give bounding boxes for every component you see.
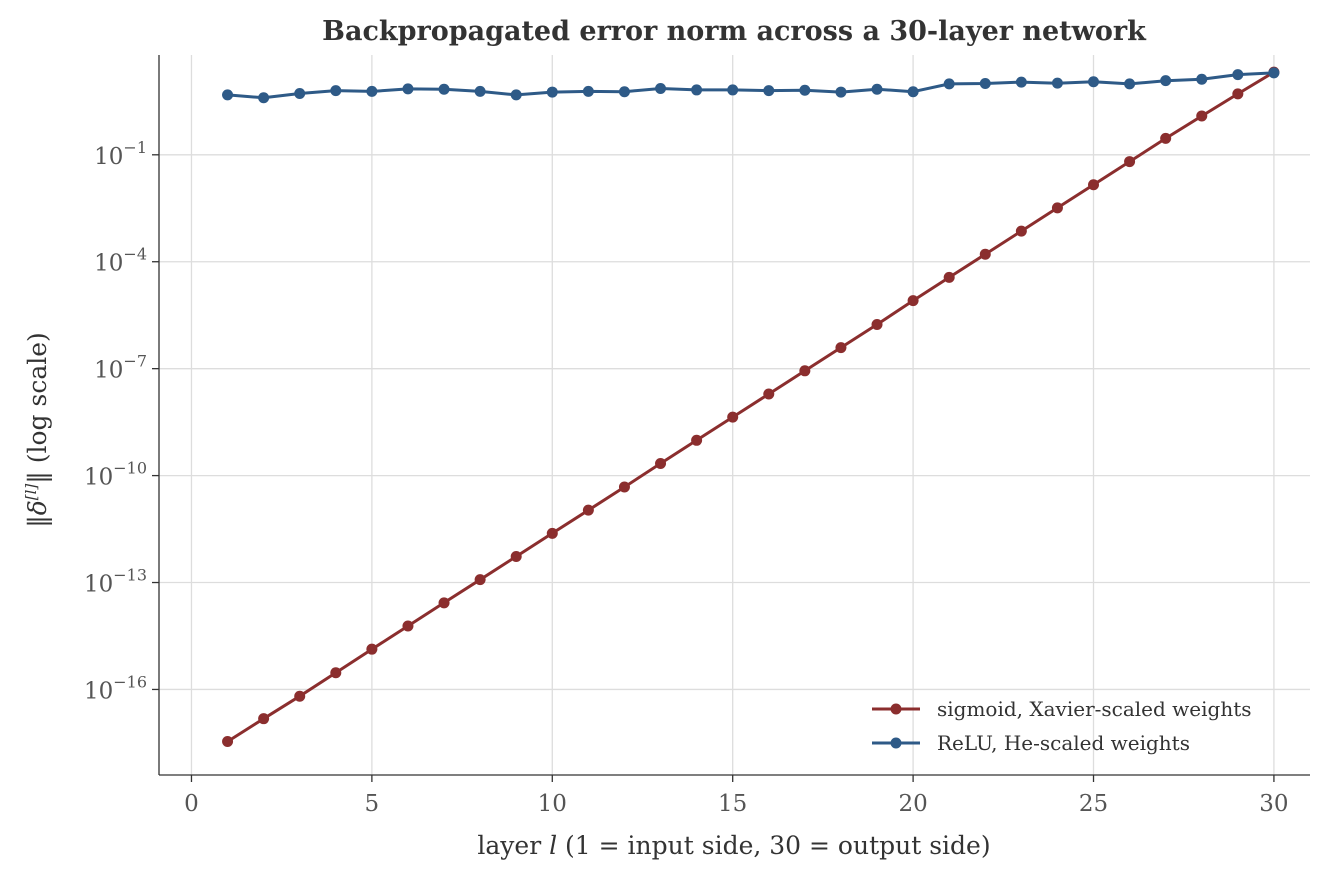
- y-tick-label: 10−10: [84, 459, 147, 491]
- data-point: [1051, 77, 1063, 89]
- data-point: [1015, 76, 1027, 88]
- data-point: [655, 457, 667, 469]
- data-point: [979, 248, 991, 260]
- data-point: [546, 86, 558, 98]
- legend-label-sigmoid: sigmoid, Xavier-scaled weights: [937, 697, 1252, 721]
- x-tick-label: 20: [898, 791, 927, 817]
- data-point: [979, 78, 991, 90]
- y-tick-label: 10−13: [84, 566, 147, 598]
- legend-marker-relu: [890, 737, 902, 749]
- data-point: [258, 92, 270, 104]
- x-tick-label: 5: [365, 791, 380, 817]
- data-point: [1124, 156, 1136, 168]
- data-point: [871, 83, 883, 95]
- x-tick-label: 30: [1259, 791, 1288, 817]
- y-tick-label: 10−4: [94, 245, 147, 277]
- legend-entry-sigmoid: sigmoid, Xavier-scaled weights: [872, 697, 1252, 721]
- data-point: [330, 667, 342, 679]
- data-point: [618, 481, 630, 493]
- data-point: [1088, 179, 1100, 191]
- grid-lines: [159, 55, 1310, 775]
- axes: [158, 55, 1310, 776]
- data-point: [727, 411, 739, 423]
- data-point: [582, 85, 594, 97]
- data-point: [1124, 78, 1136, 90]
- data-point: [727, 84, 739, 96]
- data-point: [1088, 76, 1100, 88]
- data-point: [1196, 110, 1208, 122]
- x-tick-label: 0: [184, 791, 199, 817]
- data-point: [546, 527, 558, 539]
- data-point: [1160, 132, 1172, 144]
- legend-entry-relu: ReLU, He-scaled weights: [872, 731, 1190, 755]
- data-point: [438, 597, 450, 609]
- data-point: [1232, 88, 1244, 100]
- data-point: [835, 86, 847, 98]
- y-tick-label: 10−7: [94, 352, 147, 384]
- data-point: [330, 85, 342, 97]
- data-point: [1051, 202, 1063, 214]
- data-point: [474, 85, 486, 97]
- data-point: [1160, 75, 1172, 87]
- legend: sigmoid, Xavier-scaled weights ReLU, He-…: [872, 697, 1252, 755]
- data-point: [1232, 69, 1244, 81]
- series-line-1: [227, 71, 1274, 100]
- data-point: [438, 83, 450, 95]
- data-point: [655, 83, 667, 95]
- y-tick-label: 10−1: [94, 138, 147, 170]
- x-tick-label: 15: [718, 791, 747, 817]
- data-point: [618, 86, 630, 98]
- data-point: [871, 318, 883, 330]
- data-point: [222, 89, 234, 101]
- data-point: [799, 365, 811, 377]
- data-point: [763, 388, 775, 400]
- data-point: [943, 271, 955, 283]
- x-tick-label: 10: [538, 791, 567, 817]
- data-point: [402, 620, 414, 632]
- data-point: [366, 85, 378, 97]
- series-line-0: [226, 70, 1275, 743]
- data-point: [943, 78, 955, 90]
- x-tick-label: 25: [1079, 791, 1108, 817]
- data-point: [510, 89, 522, 101]
- data-point: [1196, 73, 1208, 85]
- data-point: [691, 434, 703, 446]
- data-point: [510, 551, 522, 563]
- data-point: [835, 342, 847, 354]
- data-point: [294, 87, 306, 99]
- data-point: [582, 504, 594, 516]
- data-point: [366, 643, 378, 655]
- data-point: [258, 713, 270, 725]
- data-point: [691, 84, 703, 96]
- data-point: [222, 735, 234, 747]
- data-point: [907, 295, 919, 307]
- data-point: [1015, 225, 1027, 237]
- data-point: [402, 83, 414, 95]
- data-point: [474, 574, 486, 586]
- data-point: [799, 84, 811, 96]
- tick-labels: 0 5 10 15 20 25 30 10−1 10−4 10−7 10−10 10−13 10−16: [84, 138, 1289, 817]
- y-axis-label: ‖δ[l]‖ (log scale): [22, 332, 53, 528]
- data-point: [907, 86, 919, 98]
- data-point: [763, 85, 775, 97]
- y-tick-label: 10−16: [84, 672, 147, 704]
- data-point: [294, 690, 306, 702]
- legend-label-relu: ReLU, He-scaled weights: [937, 731, 1190, 755]
- data-point: [1268, 67, 1280, 79]
- series-layer: [222, 66, 1280, 747]
- chart-title: Backpropagated error norm across a 30-la…: [322, 16, 1147, 47]
- legend-marker-sigmoid: [890, 703, 902, 715]
- x-axis-label: layer l (1 = input side, 30 = output sid…: [477, 831, 990, 860]
